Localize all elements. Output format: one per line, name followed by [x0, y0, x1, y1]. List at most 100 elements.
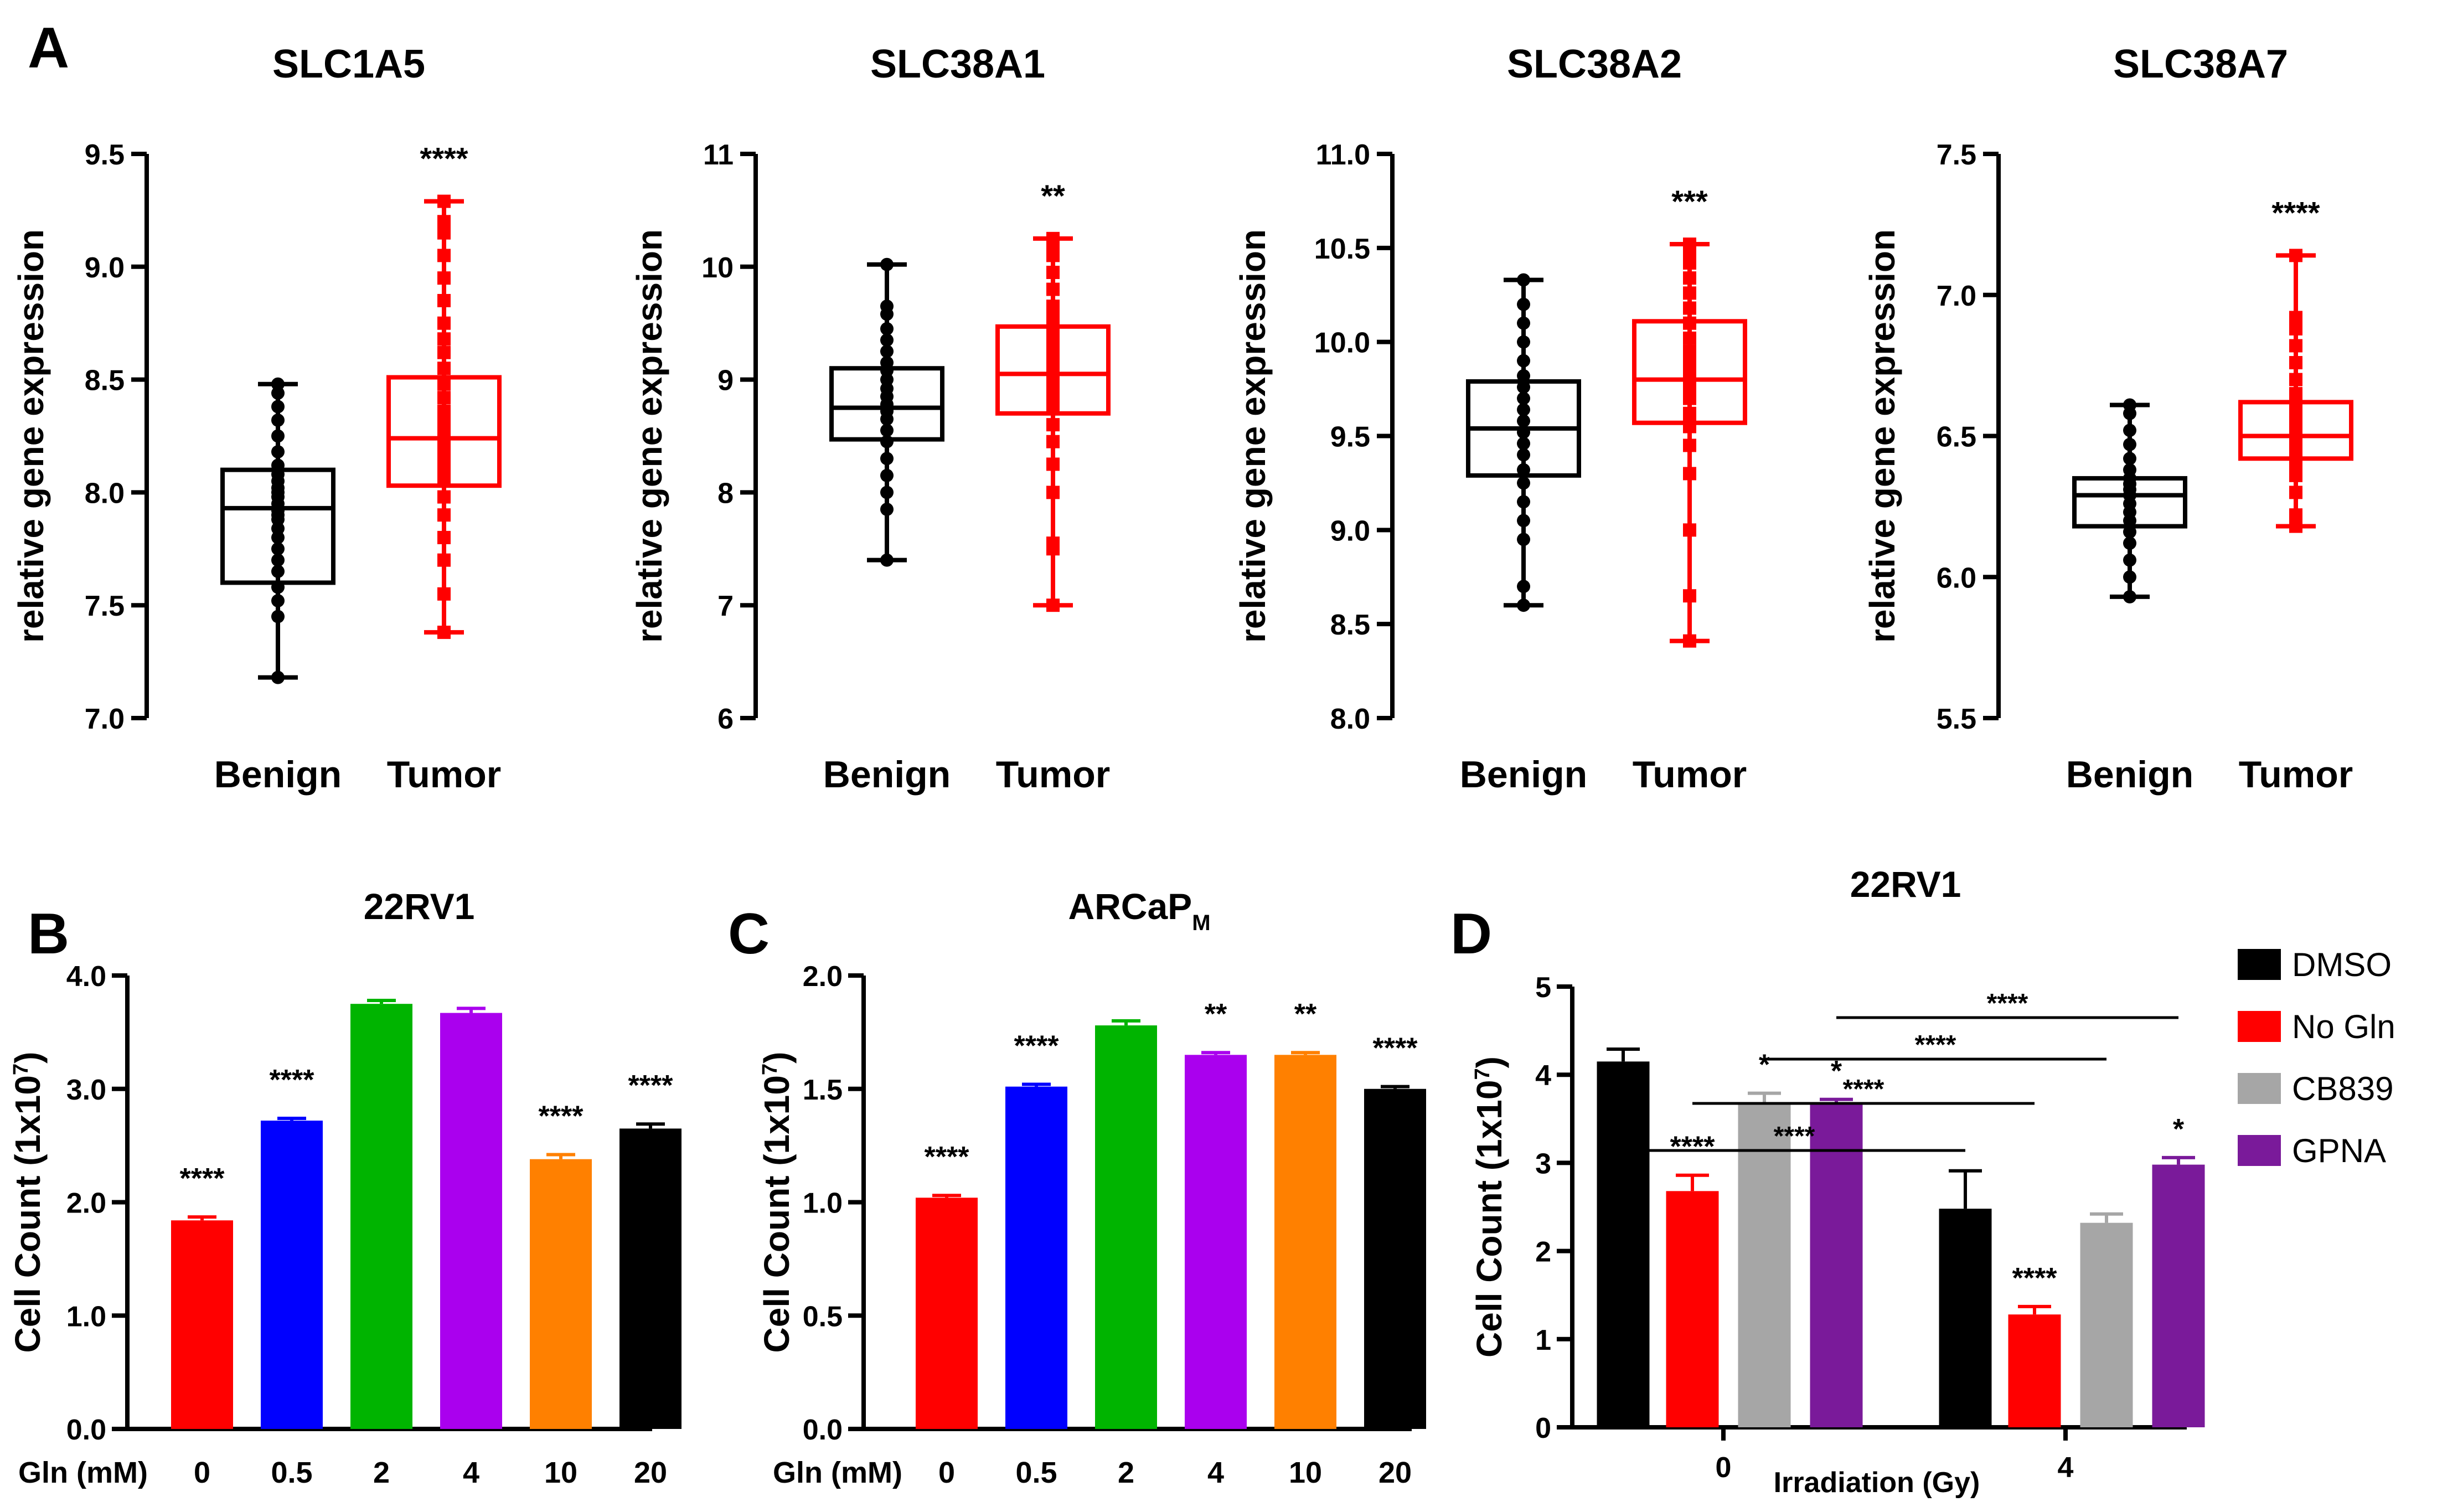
a1-data-point — [437, 474, 451, 488]
a1-ytick-label: 9.5 — [85, 139, 125, 171]
a2-ytick-label: 10 — [701, 252, 734, 284]
b-significance: **** — [628, 1070, 674, 1102]
a1-ytick-label: 9.0 — [85, 252, 125, 284]
a2-data-point — [880, 322, 894, 336]
c-x-tick-label: 4 — [1207, 1456, 1224, 1489]
a1-data-point — [437, 226, 451, 240]
a1-data-point — [437, 316, 451, 330]
a3-data-point — [1683, 634, 1696, 648]
d-bar-no-gln — [1666, 1191, 1719, 1427]
a4-ytick-label: 6.0 — [1937, 562, 1976, 594]
d-legend-label: No Gln — [2292, 1008, 2395, 1045]
a1-data-point — [271, 377, 285, 391]
a4-data-point — [2123, 590, 2136, 603]
d-significance: * — [1831, 1055, 1842, 1087]
a4-data-point — [2289, 373, 2302, 386]
b-significance: **** — [180, 1163, 225, 1195]
a4-title: SLC38A7 — [2113, 42, 2288, 86]
a2-data-point — [1046, 344, 1060, 358]
d-legend-swatch — [2238, 949, 2281, 980]
a2-data-point — [1046, 486, 1060, 499]
a4-data-point — [2289, 249, 2302, 262]
a1-ytick-label: 8.0 — [85, 477, 125, 509]
a2-data-point — [1046, 300, 1060, 313]
b-x-tick-label: 2 — [373, 1456, 390, 1489]
d-significance: * — [2173, 1113, 2185, 1145]
a1-data-point — [437, 508, 451, 522]
a2-data-point — [1046, 457, 1060, 471]
a3-data-point — [1517, 448, 1530, 462]
a2-ytick-label: 11 — [703, 139, 734, 171]
a2-data-point — [880, 424, 894, 437]
a1-data-point — [271, 565, 285, 579]
b-significance: **** — [539, 1101, 584, 1133]
a1-data-point — [437, 490, 451, 504]
a2-data-point — [1046, 401, 1060, 415]
b-bar — [619, 1128, 681, 1429]
a1-y-axis-label: relative gene expression — [11, 229, 51, 643]
a1-data-point — [437, 452, 451, 466]
c-ytick-label: 1.5 — [803, 1074, 843, 1106]
d-ytick-label: 1 — [1535, 1324, 1551, 1356]
a2-data-point — [880, 486, 894, 499]
d-ytick-label: 2 — [1535, 1236, 1551, 1268]
d-bar-no-gln — [2008, 1314, 2061, 1427]
b-x-tick-label: 0.5 — [271, 1456, 312, 1489]
b-ytick-label: 2.0 — [66, 1188, 106, 1220]
c-significance: **** — [925, 1141, 970, 1173]
a3-data-point — [1517, 425, 1530, 439]
a3-data-point — [1517, 391, 1530, 405]
a4-data-point — [2289, 468, 2302, 482]
d-bar-cb839 — [2080, 1222, 2133, 1427]
a1-data-point — [437, 377, 451, 391]
panel-label-b: B — [28, 902, 69, 966]
d-comparison-significance: **** — [1774, 1122, 1815, 1151]
a4-data-point — [2289, 387, 2302, 401]
a3-ytick-label: 8.0 — [1330, 703, 1370, 735]
a2-data-point — [880, 344, 894, 358]
a3-y-axis-label: relative gene expression — [1233, 229, 1273, 643]
c-bar — [1095, 1025, 1157, 1429]
a4-data-point — [2123, 525, 2136, 539]
a3-significance: *** — [1671, 184, 1708, 219]
d-bar-cb839 — [1738, 1103, 1791, 1427]
a1-data-point — [437, 362, 451, 375]
a2-data-point — [880, 333, 894, 347]
d-legend-label: GPNA — [2292, 1132, 2386, 1169]
a4-data-point — [2289, 339, 2302, 353]
a3-ytick-label: 10.0 — [1314, 327, 1370, 359]
a2-data-point — [880, 257, 894, 271]
b-bar — [350, 1004, 412, 1429]
a1-data-point — [271, 445, 285, 459]
a1-significance: **** — [420, 141, 468, 176]
c-ytick-label: 0.5 — [803, 1301, 843, 1333]
a2-data-point — [880, 300, 894, 313]
a4-data-point — [2123, 452, 2136, 466]
d-bar-gpna — [2152, 1164, 2205, 1427]
b-significance: **** — [270, 1064, 315, 1096]
a1-data-point — [437, 215, 451, 229]
d-comparison-significance: **** — [1843, 1075, 1884, 1104]
a2-data-point — [1046, 390, 1060, 404]
a2-y-axis-label: relative gene expression — [629, 229, 669, 643]
a4-data-point — [2123, 570, 2136, 584]
a1-data-point — [271, 610, 285, 623]
a3-data-point — [1683, 369, 1696, 383]
d-ytick-label: 0 — [1535, 1412, 1551, 1444]
a4-data-point — [2289, 322, 2302, 336]
panel-label-a: A — [28, 16, 69, 80]
a3-data-point — [1517, 316, 1530, 330]
c-ytick-label: 2.0 — [803, 961, 843, 993]
a3-data-point — [1683, 406, 1696, 420]
a3-data-point — [1683, 238, 1696, 251]
a3-ytick-label: 11.0 — [1316, 139, 1370, 171]
a2-data-point — [1046, 265, 1060, 279]
c-title: ARCaPM — [1068, 886, 1210, 935]
d-significance: **** — [1670, 1131, 1716, 1163]
a3-data-point — [1683, 256, 1696, 270]
a4-data-point — [2123, 437, 2136, 451]
c-bar — [1274, 1055, 1336, 1429]
a1-data-point — [437, 463, 451, 477]
a4-ytick-label: 5.5 — [1937, 703, 1976, 735]
b-y-axis-label: Cell Count (1x107) — [8, 1052, 48, 1353]
